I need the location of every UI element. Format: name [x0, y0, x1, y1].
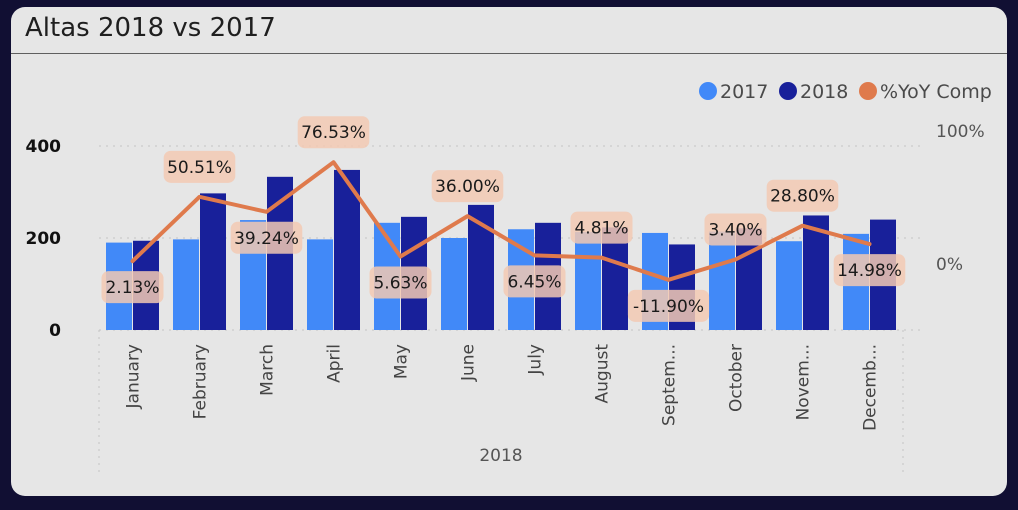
- chart-title: Altas 2018 vs 2017: [25, 13, 276, 43]
- x-category-label: July: [526, 344, 546, 376]
- legend-label: 2017: [720, 81, 768, 103]
- yoy-label-bg: [503, 265, 566, 298]
- legend-marker: [859, 82, 877, 100]
- x-category-label: January: [124, 344, 144, 409]
- yoy-data-label: 4.81%: [574, 219, 628, 239]
- y2-tick-label: 0%: [936, 255, 963, 275]
- x-category-label: March: [258, 344, 278, 396]
- bar-2017: [441, 238, 467, 330]
- yoy-data-label: 76.53%: [301, 123, 366, 143]
- x-category-label: Novem...: [794, 344, 814, 420]
- bar-2018: [803, 215, 829, 330]
- yoy-data-label: 39.24%: [234, 229, 299, 249]
- title-divider: [11, 53, 1007, 54]
- bar-2017: [575, 232, 601, 330]
- yoy-label-bg: [704, 213, 767, 246]
- x-category-label: April: [325, 344, 345, 383]
- y-tick-label: 200: [26, 229, 62, 249]
- chart-card: Altas 2018 vs 2017 0 200 400 0% 100% 2.13% 50.…: [11, 7, 1007, 496]
- legend-marker: [779, 82, 797, 100]
- yoy-label-bg: [570, 211, 633, 244]
- yoy-label-bg: [230, 221, 303, 254]
- bar-2017: [776, 241, 802, 330]
- yoy-data-label: 5.63%: [373, 274, 427, 294]
- combo-chart: 0 200 400 0% 100% 2.13% 50.51% 39.24% 76.53% 5.63…: [26, 81, 992, 472]
- bar-2017: [307, 239, 333, 330]
- yoy-data-label: 14.98%: [837, 261, 902, 281]
- y2-tick-label: 100%: [936, 122, 985, 142]
- yoy-label-bg: [627, 289, 710, 322]
- yoy-label-bg: [101, 271, 164, 304]
- x-category-label: May: [392, 344, 412, 379]
- legend-label: %YoY Comp: [880, 81, 992, 103]
- x-category-label: Decemb...: [861, 344, 881, 431]
- yoy-label-bg: [833, 254, 906, 287]
- yoy-data-label: 6.45%: [507, 272, 561, 292]
- yoy-data-label: 36.00%: [435, 177, 500, 197]
- x-category-label: Septem...: [660, 344, 680, 426]
- yoy-label-bg: [297, 116, 370, 149]
- yoy-label-bg: [163, 150, 236, 183]
- yoy-data-label: -11.90%: [633, 297, 704, 317]
- x-category-label: February: [191, 344, 211, 419]
- x-category-label: August: [593, 344, 613, 404]
- bar-2017: [709, 231, 735, 330]
- bar-2017: [173, 239, 199, 330]
- y-tick-label: 0: [49, 321, 61, 341]
- yoy-label-bg: [369, 266, 432, 299]
- legend-label: 2018: [800, 81, 848, 103]
- yoy-data-label: 2.13%: [105, 278, 159, 298]
- yoy-data-label: 3.40%: [708, 220, 762, 240]
- legend-marker: [699, 82, 717, 100]
- yoy-data-label: 28.80%: [770, 187, 835, 207]
- yoy-line: [130, 160, 872, 282]
- yoy-label-bg: [431, 170, 504, 203]
- yoy-data-label: 50.51%: [167, 158, 232, 178]
- bar-2018: [200, 193, 226, 330]
- yoy-label-bg: [766, 179, 839, 212]
- bar-2018: [602, 227, 628, 330]
- y-tick-label: 400: [26, 137, 62, 157]
- x-axis-title: 2018: [479, 446, 522, 466]
- x-category-label: June: [459, 344, 479, 382]
- x-category-label: October: [727, 344, 747, 412]
